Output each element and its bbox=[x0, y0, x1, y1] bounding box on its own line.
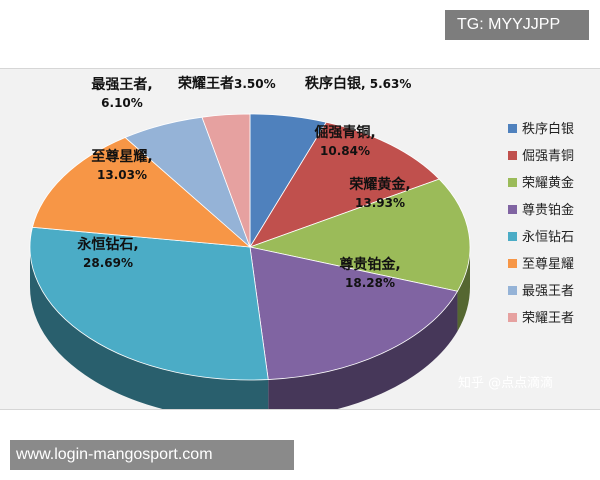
data-label-name-5: 至尊星耀, bbox=[91, 148, 152, 165]
header-tag: TG: MYYJJPP bbox=[445, 10, 589, 40]
data-label-name-2: 荣耀黄金, bbox=[348, 176, 410, 193]
legend-label-4: 永恒钻石 bbox=[522, 230, 574, 245]
legend-swatch-7 bbox=[508, 313, 517, 322]
pie-side-2 bbox=[457, 247, 470, 332]
legend-label-2: 荣耀黄金 bbox=[522, 175, 574, 191]
legend-label-0: 秩序白银 bbox=[522, 121, 574, 137]
data-label-value-3: 18.28% bbox=[345, 276, 395, 290]
legend-swatch-5 bbox=[508, 259, 517, 268]
data-label-value-4: 28.69% bbox=[83, 256, 133, 270]
pie-slices bbox=[29, 113, 471, 381]
data-label-name-1: 倔强青铜, bbox=[314, 124, 375, 141]
data-label-value-2: 13.93% bbox=[355, 196, 405, 210]
pie-side-4 bbox=[30, 247, 269, 409]
pie-chart: 秩序白银, 5.63%倔强青铜,10.84%荣耀黄金,13.93%尊贵铂金,18… bbox=[29, 75, 574, 409]
data-label-name-7: 荣耀王者 bbox=[177, 75, 234, 92]
data-label-name-0: 秩序白银 bbox=[305, 75, 362, 92]
pie-side-3 bbox=[268, 291, 458, 409]
legend-swatch-4 bbox=[508, 232, 517, 241]
legend-label-3: 尊贵铂金 bbox=[522, 202, 574, 218]
data-label-value-0: , 5.63% bbox=[361, 77, 411, 91]
chart-panel: 秩序白银, 5.63% 倔强青铜, 10.84% 荣耀黄金, 13.93% 尊贵铂金, 18… bbox=[0, 68, 600, 410]
legend-swatch-6 bbox=[508, 286, 517, 295]
pie-slice-1 bbox=[249, 121, 440, 248]
data-label-name-3: 尊贵铂金, bbox=[339, 256, 400, 273]
legend-label-6: 最强王者 bbox=[522, 284, 574, 299]
data-label-value-1: 10.84% bbox=[320, 144, 370, 158]
pie-slice-5 bbox=[31, 137, 252, 248]
legend-swatch-3 bbox=[508, 205, 517, 214]
legend-label-5: 至尊星耀 bbox=[522, 256, 574, 272]
pie-slice-2 bbox=[248, 178, 471, 292]
watermark: 知乎 @点点滴滴 bbox=[458, 375, 553, 391]
data-label-7: 荣耀王者3.50% bbox=[177, 75, 276, 92]
data-label-value-6: 6.10% bbox=[101, 96, 143, 110]
legend-label-7: 荣耀王者 bbox=[522, 311, 574, 326]
pie-slice-4 bbox=[29, 226, 269, 381]
data-label-name-4: 永恒钻石, bbox=[76, 236, 138, 253]
pie-slice-3 bbox=[249, 246, 459, 380]
pie-sides bbox=[30, 247, 470, 409]
data-label-value-7: 3.50% bbox=[234, 77, 276, 91]
legend-swatch-2 bbox=[508, 178, 517, 187]
data-labels: 秩序白银, 5.63% 倔强青铜, 10.84% 荣耀黄金, 13.93% 尊贵铂金, 18… bbox=[76, 75, 411, 290]
pie-slice-7 bbox=[201, 113, 251, 248]
data-label-0: 秩序白银, 5.63% bbox=[305, 75, 411, 92]
legend-swatch-0 bbox=[508, 124, 517, 133]
data-label-name-6: 最强王者, bbox=[91, 76, 152, 93]
footer-url[interactable]: www.login-mangosport.com bbox=[10, 440, 294, 470]
legend-label-1: 倔强青铜 bbox=[522, 149, 574, 164]
data-label-value-5: 13.03% bbox=[97, 168, 147, 182]
legend-swatch-1 bbox=[508, 151, 517, 160]
